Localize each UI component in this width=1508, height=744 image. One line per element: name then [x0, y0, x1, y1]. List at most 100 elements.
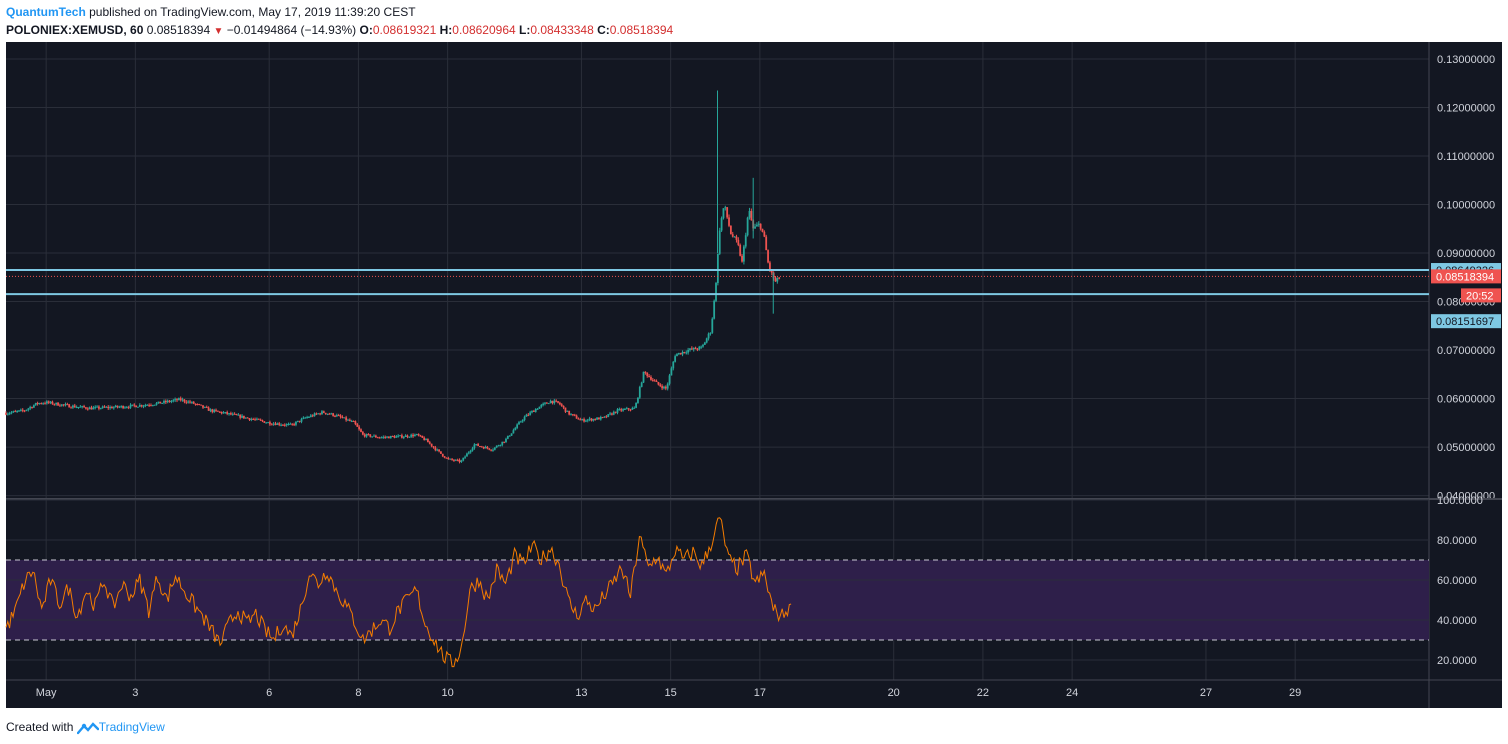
candle-body[interactable]	[633, 407, 636, 409]
candle-body[interactable]	[453, 459, 455, 461]
candle-body[interactable]	[711, 318, 714, 333]
candle-body[interactable]	[479, 446, 481, 448]
candle-body[interactable]	[467, 452, 470, 454]
candle-body[interactable]	[555, 400, 558, 402]
candle-body[interactable]	[224, 412, 227, 414]
candle-body[interactable]	[759, 223, 762, 229]
rsi-line[interactable]	[5, 517, 792, 668]
candle-body[interactable]	[112, 407, 115, 409]
candle-body[interactable]	[592, 418, 595, 421]
candle-body[interactable]	[653, 380, 656, 382]
candle-body[interactable]	[151, 405, 154, 407]
candle-body[interactable]	[480, 446, 483, 448]
candle-body[interactable]	[715, 283, 717, 301]
candle-body[interactable]	[560, 404, 563, 406]
candle-body[interactable]	[229, 413, 232, 415]
candle-body[interactable]	[449, 458, 452, 460]
candle-body[interactable]	[122, 405, 124, 409]
candle-body[interactable]	[716, 253, 719, 284]
candle-body[interactable]	[616, 409, 619, 413]
candle-body[interactable]	[609, 413, 611, 415]
candle-body[interactable]	[332, 413, 335, 416]
candle-body[interactable]	[326, 413, 329, 415]
candle-body[interactable]	[241, 415, 243, 418]
candle-body[interactable]	[287, 423, 290, 425]
candle-body[interactable]	[159, 401, 162, 404]
candle-body[interactable]	[735, 236, 738, 240]
candle-body[interactable]	[635, 402, 637, 408]
candle-body[interactable]	[534, 409, 537, 412]
candle-body[interactable]	[538, 406, 541, 409]
candle-body[interactable]	[57, 402, 59, 406]
candle-body[interactable]	[282, 424, 284, 426]
candle-body[interactable]	[185, 401, 188, 403]
candle-body[interactable]	[510, 433, 513, 436]
candle-body[interactable]	[120, 405, 123, 407]
candle-body[interactable]	[203, 406, 206, 408]
candle-body[interactable]	[226, 412, 229, 414]
candle-body[interactable]	[309, 415, 312, 417]
candle-body[interactable]	[228, 413, 230, 415]
candle-body[interactable]	[198, 404, 201, 406]
candle-body[interactable]	[256, 418, 258, 420]
candle-body[interactable]	[27, 408, 30, 410]
candle-body[interactable]	[96, 406, 98, 408]
candle-body[interactable]	[335, 415, 338, 417]
candle-body[interactable]	[700, 346, 703, 348]
candle-body[interactable]	[586, 419, 589, 421]
candle-body[interactable]	[190, 401, 193, 403]
candle-body[interactable]	[447, 457, 450, 459]
candle-body[interactable]	[324, 412, 327, 414]
candle-body[interactable]	[125, 407, 128, 409]
candle-body[interactable]	[302, 417, 305, 419]
candle-body[interactable]	[209, 409, 212, 411]
candle-body[interactable]	[94, 406, 97, 408]
candle-body[interactable]	[724, 207, 727, 209]
candle-body[interactable]	[402, 436, 405, 438]
candle-body[interactable]	[86, 408, 89, 410]
candle-body[interactable]	[627, 408, 630, 410]
candle-body[interactable]	[72, 405, 74, 408]
candle-body[interactable]	[319, 413, 322, 415]
candle-body[interactable]	[276, 423, 279, 425]
candle-body[interactable]	[189, 401, 191, 403]
candle-body[interactable]	[674, 356, 677, 362]
candle-body[interactable]	[254, 419, 256, 421]
candle-body[interactable]	[12, 411, 15, 413]
candle-body[interactable]	[568, 410, 571, 415]
candle-body[interactable]	[588, 418, 591, 420]
candle-body[interactable]	[501, 441, 504, 445]
candle-body[interactable]	[728, 217, 730, 226]
candle-body[interactable]	[415, 434, 418, 436]
candle-body[interactable]	[769, 262, 771, 271]
candle-body[interactable]	[70, 407, 72, 409]
candle-body[interactable]	[373, 435, 375, 437]
tradingview-brand[interactable]: TradingView	[98, 720, 165, 734]
candle-body[interactable]	[155, 403, 158, 405]
candle-body[interactable]	[358, 426, 361, 430]
candle-body[interactable]	[267, 422, 269, 424]
candle-body[interactable]	[624, 408, 626, 410]
candle-body[interactable]	[664, 386, 667, 389]
candle-body[interactable]	[527, 414, 530, 416]
candle-body[interactable]	[703, 342, 706, 345]
candle-body[interactable]	[111, 407, 113, 409]
candle-body[interactable]	[382, 436, 385, 438]
candle-body[interactable]	[202, 405, 204, 408]
candle-body[interactable]	[295, 421, 297, 425]
candle-body[interactable]	[551, 400, 554, 404]
candle-body[interactable]	[570, 414, 572, 416]
candle-body[interactable]	[419, 435, 422, 437]
candle-body[interactable]	[38, 403, 41, 405]
candle-body[interactable]	[140, 405, 143, 407]
candle-body[interactable]	[306, 417, 309, 419]
candle-body[interactable]	[252, 419, 255, 421]
candle-body[interactable]	[280, 424, 282, 426]
candle-body[interactable]	[215, 409, 217, 411]
candle-body[interactable]	[304, 417, 307, 419]
candle-body[interactable]	[677, 352, 680, 355]
candle-body[interactable]	[231, 413, 234, 415]
candle-body[interactable]	[564, 407, 567, 412]
candle-body[interactable]	[410, 434, 413, 437]
candle-body[interactable]	[92, 407, 95, 410]
